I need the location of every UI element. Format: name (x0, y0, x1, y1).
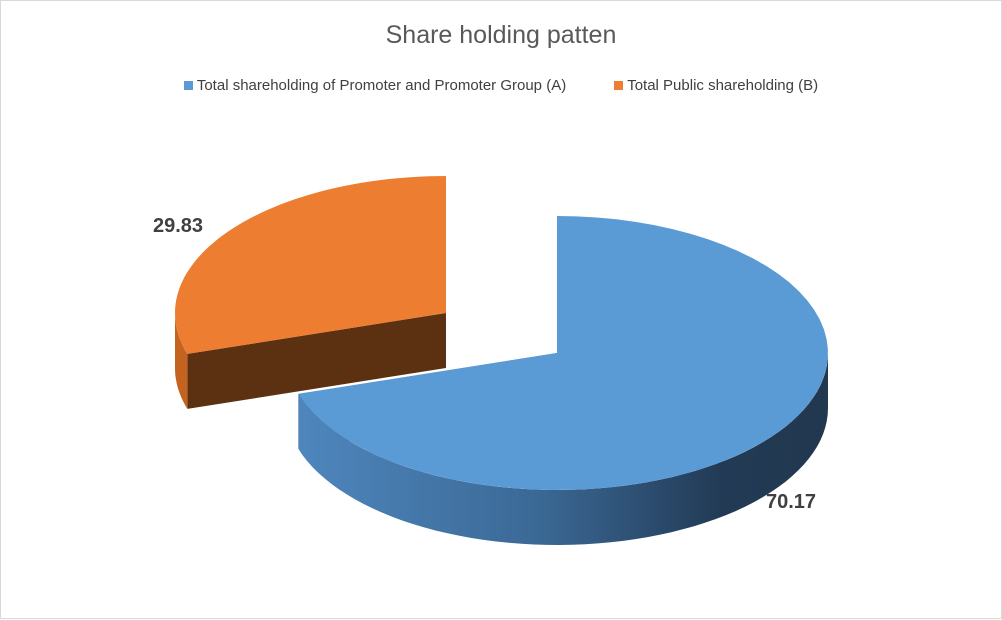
data-label-b: 29.83 (153, 215, 203, 237)
legend-label-b: Total Public shareholding (B) (627, 77, 819, 94)
data-label-a: 70.17 (766, 491, 816, 513)
legend-item-b: Total Public shareholding (B) (614, 77, 818, 94)
legend-item-a: Total shareholding of Promoter and Promo… (183, 77, 567, 94)
chart-title: Share holding patten (385, 21, 617, 49)
slice-wall-0 (298, 353, 828, 545)
legend-swatch-b (614, 81, 624, 90)
legend: Total shareholding of Promoter and Promo… (1, 77, 1001, 94)
slice-cut-face-1-0 (187, 313, 446, 409)
slice-top-0 (298, 216, 828, 490)
slice-top-1 (175, 176, 446, 354)
legend-label-a: Total shareholding of Promoter and Promo… (196, 77, 567, 94)
slice-wall-1 (175, 313, 188, 409)
legend-swatch-a (183, 81, 193, 90)
